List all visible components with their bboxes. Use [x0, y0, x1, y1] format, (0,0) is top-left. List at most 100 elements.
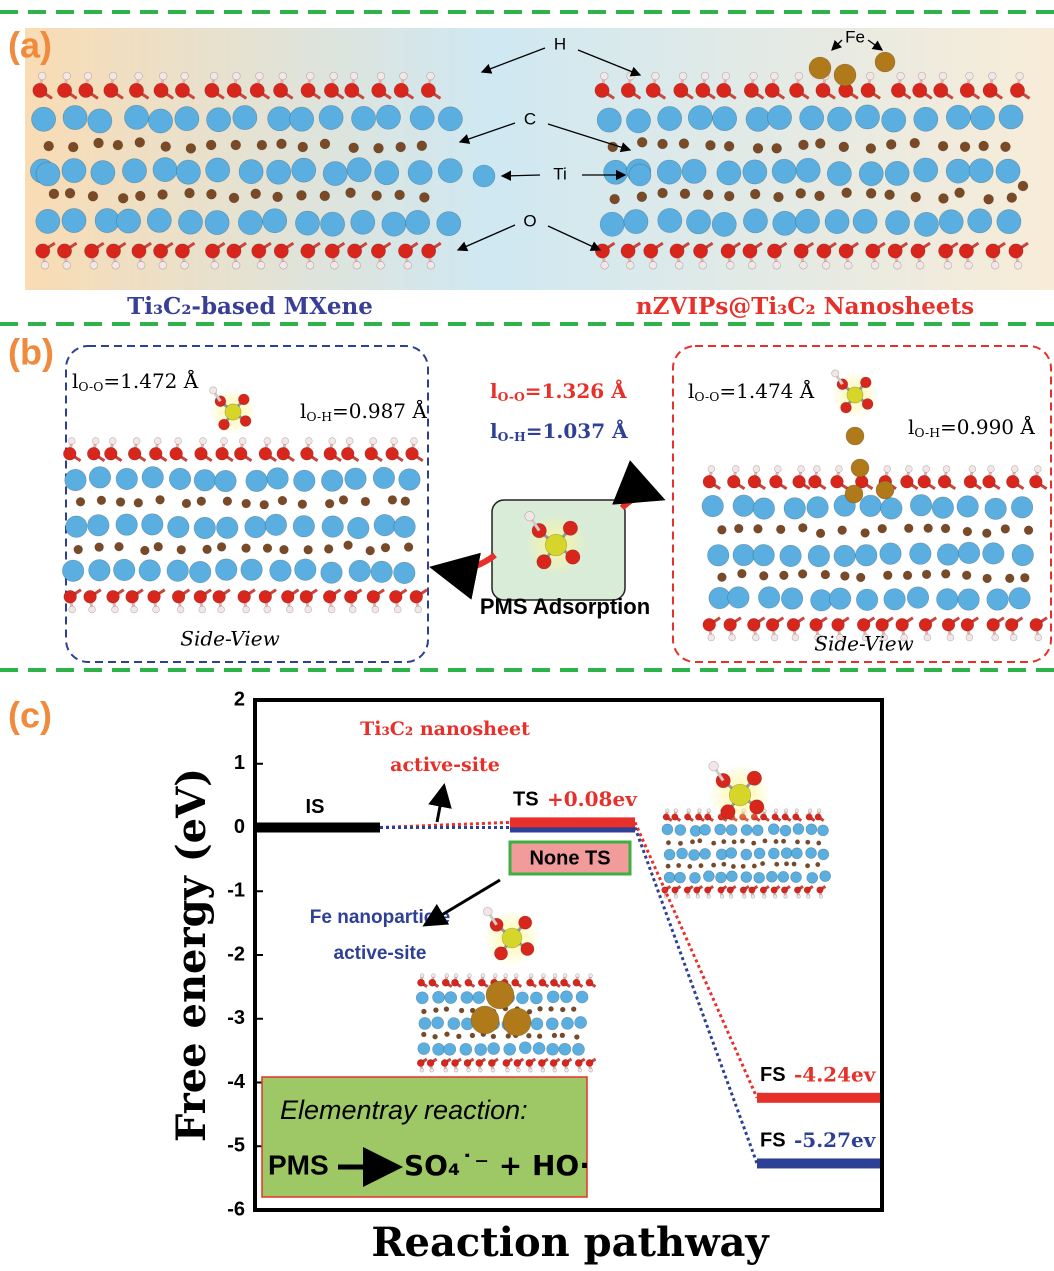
atom — [742, 894, 747, 899]
atom — [327, 605, 336, 614]
atom — [885, 210, 910, 235]
atom — [716, 160, 742, 186]
atom — [106, 243, 121, 259]
atom — [739, 886, 747, 894]
atom — [158, 261, 167, 270]
atom — [996, 209, 1022, 235]
atom — [232, 105, 258, 130]
atom — [103, 82, 119, 98]
atom — [957, 541, 981, 564]
atom — [721, 71, 731, 81]
atom — [323, 544, 334, 554]
atom — [374, 160, 400, 186]
atom — [816, 840, 822, 846]
atom — [87, 514, 110, 537]
atom — [923, 633, 932, 642]
atom — [278, 71, 287, 81]
atom — [752, 143, 764, 154]
atom — [281, 437, 289, 445]
atom — [212, 590, 226, 604]
atom — [831, 369, 840, 378]
atom — [238, 159, 264, 185]
atom — [856, 618, 871, 632]
atom — [665, 808, 670, 813]
atom — [835, 465, 843, 473]
atom — [343, 540, 353, 550]
atom — [513, 1059, 522, 1067]
symbol: l — [490, 419, 498, 443]
atom — [626, 108, 651, 134]
atom — [193, 516, 216, 540]
atom — [477, 978, 486, 987]
atom — [215, 447, 229, 461]
atom — [743, 208, 768, 234]
atom — [743, 82, 759, 98]
atom — [371, 82, 387, 98]
atom — [419, 973, 425, 978]
atom — [596, 107, 622, 133]
atom — [731, 465, 740, 473]
atom — [676, 847, 688, 860]
atom — [698, 261, 707, 270]
atom — [986, 588, 1009, 611]
atom — [674, 871, 686, 884]
atom — [305, 437, 313, 445]
atom — [840, 571, 850, 581]
atom — [338, 495, 349, 505]
atom — [824, 209, 850, 235]
atom — [124, 104, 149, 130]
atom — [349, 71, 359, 81]
subscript: O-O — [694, 389, 719, 404]
atom — [405, 209, 431, 235]
atom — [636, 137, 648, 148]
atom — [1009, 82, 1025, 98]
atom — [815, 862, 821, 868]
atom — [826, 161, 852, 187]
atom — [1009, 633, 1018, 642]
atom — [662, 813, 670, 821]
atom — [84, 243, 100, 259]
atom — [961, 570, 972, 580]
atom — [153, 542, 163, 552]
atom — [720, 804, 736, 820]
atom — [117, 193, 129, 204]
atom — [204, 82, 220, 98]
atom — [276, 138, 287, 150]
atom — [228, 192, 240, 204]
atom — [321, 469, 344, 492]
value-text: =0.990 Å — [940, 414, 1035, 439]
atom — [319, 138, 331, 150]
atom — [181, 498, 192, 509]
atom — [530, 1017, 544, 1031]
atom — [860, 82, 876, 98]
atom — [725, 824, 738, 836]
atom — [883, 570, 893, 580]
atom — [322, 161, 348, 186]
atom — [603, 159, 629, 185]
atom — [263, 437, 272, 445]
atom — [771, 158, 797, 184]
atom — [806, 496, 829, 519]
atom — [697, 808, 702, 813]
atom — [881, 107, 907, 133]
atom — [297, 141, 309, 153]
atom — [829, 587, 852, 610]
atom — [64, 469, 87, 492]
atom — [703, 870, 715, 882]
atom — [194, 447, 208, 461]
atom — [174, 82, 190, 98]
atom — [695, 894, 700, 899]
atom — [982, 573, 992, 584]
atom — [792, 823, 805, 835]
slab — [62, 437, 428, 614]
atom — [683, 886, 691, 894]
atom — [303, 545, 313, 555]
atom — [1011, 543, 1034, 567]
atom — [255, 71, 264, 81]
atom — [37, 71, 47, 81]
atom — [561, 1016, 574, 1030]
caption: Ti₃C₂-based MXene — [127, 293, 373, 320]
atom — [220, 437, 228, 445]
atom — [351, 105, 377, 131]
atom — [988, 71, 997, 81]
